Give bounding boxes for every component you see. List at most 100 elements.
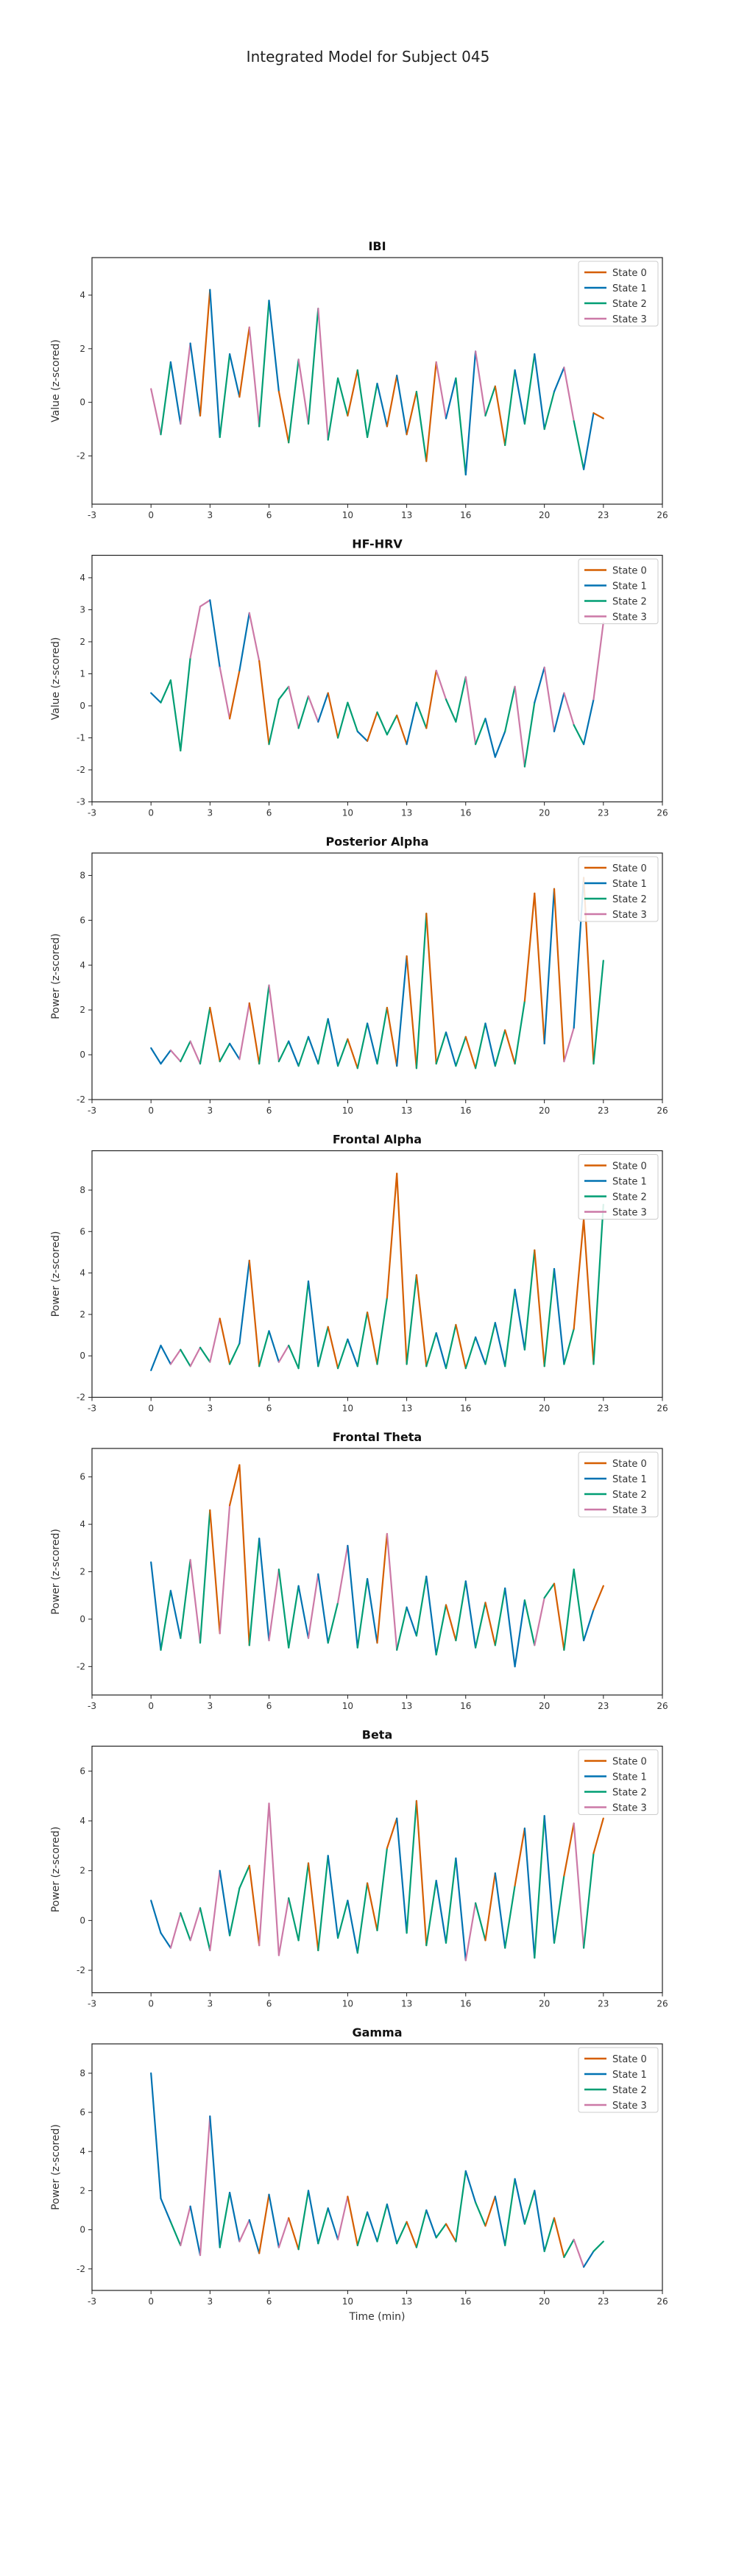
line-segment-state-2 [317, 1018, 329, 1065]
series-lines [150, 2072, 604, 2268]
y-tick-label: 3 [79, 604, 85, 615]
line-segment-state-2 [337, 1038, 349, 1067]
line-segment-state-0 [277, 390, 290, 444]
line-segment-state-1 [150, 1344, 162, 1372]
line-segment-state-1 [288, 1040, 300, 1067]
line-segment-state-2 [455, 1580, 467, 1641]
line-segment-state-2 [180, 1040, 191, 1063]
line-segment-state-3 [464, 1902, 477, 1961]
line-segment-state-1 [356, 730, 369, 742]
line-segment-state-2 [573, 723, 585, 746]
series-lines [150, 599, 604, 768]
line-segment-state-0 [464, 1036, 477, 1069]
legend-box [578, 2047, 659, 2113]
line-segment-state-1 [445, 377, 457, 420]
line-segment-state-1 [307, 2190, 319, 2245]
line-segment-state-3 [189, 1559, 202, 1644]
line-segment-state-3 [189, 1346, 202, 1367]
line-segment-state-2 [415, 2209, 428, 2248]
legend-label: State 0 [612, 268, 647, 279]
line-segment-state-1 [189, 2205, 202, 2257]
line-segment-state-0 [248, 1864, 261, 1947]
x-tick-label: 16 [460, 1404, 471, 1414]
y-tick-label: -1 [77, 732, 85, 743]
panel-title: Beta [362, 1728, 393, 1742]
line-segment-state-3 [573, 1822, 585, 1949]
x-tick-label: 23 [598, 808, 609, 818]
line-segment-state-2 [297, 1036, 310, 1067]
line-segment-state-0 [445, 2223, 457, 2243]
line-segment-state-2 [376, 2203, 389, 2243]
line-segment-state-2 [573, 420, 585, 470]
line-segment-state-0 [327, 1326, 339, 1370]
line-segment-state-1 [150, 1900, 162, 1934]
x-tick-label: -3 [88, 1404, 96, 1414]
line-segment-state-2 [543, 390, 556, 431]
line-segment-state-3 [150, 388, 162, 436]
plot-frame [91, 2043, 663, 2291]
legend-label: State 0 [612, 1161, 647, 1172]
line-segment-state-0 [514, 1827, 526, 1887]
line-segment-state-0 [209, 1509, 221, 1635]
y-tick-label: 4 [79, 1519, 85, 1529]
legend-label: State 1 [612, 581, 647, 592]
x-tick-label: 6 [266, 1404, 272, 1414]
line-segment-state-3 [180, 342, 191, 425]
line-segment-state-1 [229, 2192, 241, 2243]
line-segment-state-2 [288, 1585, 300, 1649]
legend-label: State 2 [612, 299, 647, 310]
x-tick-label: 13 [401, 808, 412, 818]
line-segment-state-1 [347, 1900, 358, 1954]
line-segment-state-3 [277, 1344, 290, 1363]
line-segment-state-0 [592, 1817, 604, 1855]
line-segment-state-2 [435, 1604, 447, 1656]
y-tick-label: 4 [79, 960, 85, 970]
line-segment-state-3 [277, 2217, 290, 2248]
line-segment-state-2 [534, 1815, 545, 1959]
x-tick-label: 20 [539, 1999, 550, 2009]
line-segment-state-1 [534, 2190, 545, 2252]
line-segment-state-1 [514, 2178, 526, 2225]
x-tick-label: 20 [539, 1701, 550, 1711]
x-tick-label: 10 [342, 1701, 353, 1711]
line-segment-state-2 [199, 1907, 211, 1952]
line-segment-state-0 [248, 1002, 261, 1065]
panel-7: Gamma -3 0 3 6 10 13 16 20 23 26 -2 0 2 4 6 8 Power (z-sc… [50, 2025, 668, 2323]
line-segment-state-1 [238, 612, 250, 672]
x-tick-label: 26 [657, 808, 668, 818]
line-segment-state-2 [406, 1800, 418, 1934]
line-segment-state-3 [573, 2238, 585, 2268]
line-segment-state-1 [484, 718, 496, 758]
line-segment-state-1 [150, 692, 162, 704]
line-segment-state-2 [474, 718, 486, 746]
y-tick-label: 6 [79, 1226, 85, 1236]
line-segment-state-1 [494, 1322, 506, 1367]
x-tick-label: 23 [598, 510, 609, 520]
y-tick-label: 6 [79, 1766, 85, 1776]
line-segment-state-2 [504, 1884, 516, 1949]
line-segment-state-1 [327, 1855, 339, 1939]
line-segment-state-2 [445, 1857, 457, 1944]
line-segment-state-2 [356, 369, 369, 439]
x-tick-label: -3 [88, 1999, 96, 2009]
line-segment-state-2 [356, 1022, 369, 1069]
line-segment-state-3 [337, 1545, 349, 1604]
line-segment-state-3 [189, 1907, 202, 1942]
line-segment-state-2 [238, 1864, 250, 1889]
line-segment-state-1 [474, 1336, 486, 1365]
line-segment-state-3 [563, 692, 575, 726]
series-lines [150, 1464, 604, 1668]
legend-box [578, 1154, 659, 1220]
legend: State 0 State 1 State 2 State 3 [578, 261, 659, 327]
panel-1: IBI -3 0 3 6 10 13 16 20 23 26 -2 0 2 4 Value (z-scored… [50, 239, 668, 520]
line-segment-state-2 [484, 1322, 496, 1365]
legend-label: State 2 [612, 1788, 647, 1799]
line-segment-state-1 [219, 1869, 231, 1936]
panel-4: Frontal Alpha -3 0 3 6 10 13 16 20 23 26 -2 0 2 4 6 8 Pow… [50, 1133, 668, 1414]
legend-box [578, 559, 659, 624]
line-segment-state-1 [504, 1587, 516, 1668]
line-segment-state-1 [435, 1880, 447, 1944]
x-tick-label: 26 [657, 510, 668, 520]
line-segment-state-0 [238, 1464, 250, 1646]
series-lines [150, 1800, 604, 1961]
